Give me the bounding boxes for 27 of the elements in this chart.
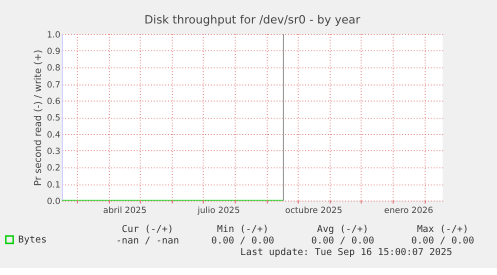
text: 0.00 / 0.00 — [311, 235, 375, 246]
text: 0.00 / 0.00 — [411, 235, 475, 246]
chart-title: Disk throughput for /dev/sr0 - by year — [144, 12, 361, 27]
text: Last update: Tue Sep 16 15:00:07 2025 — [240, 246, 452, 258]
text: Cur (-/+) — [122, 224, 174, 236]
text: -nan / -nan — [116, 235, 180, 246]
y-tick-label: 0.3 — [46, 146, 60, 157]
y-tick-label: 1.0 — [46, 30, 60, 40]
text: Avg (-/+) — [316, 224, 369, 236]
y-tick-label: 0.6 — [46, 97, 60, 108]
legend-label: Bytes — [18, 234, 47, 246]
y-tick-label: 0.4 — [46, 130, 60, 140]
y-tick-label: 0.5 — [46, 114, 60, 124]
y-tick-label: 0.2 — [46, 164, 60, 174]
x-tick-label: enero 2026 — [384, 206, 434, 216]
text: Max (-/+) — [416, 224, 469, 236]
y-tick-label: 0.1 — [46, 180, 60, 190]
x-tick-label: julio 2025 — [196, 206, 240, 216]
y-tick-label: 0.7 — [46, 80, 60, 90]
y-tick-label: 0.9 — [46, 47, 60, 58]
text: 0.00 / 0.00 — [211, 235, 275, 246]
y-tick-label: 0.0 — [46, 196, 60, 207]
text: Min (-/+) — [217, 224, 269, 236]
x-tick-label: abril 2025 — [103, 206, 147, 216]
x-tick-label: octubre 2025 — [285, 206, 342, 216]
y-axis-title: Pr second read (-) / write (+) — [33, 50, 44, 186]
y-tick-label: 0.8 — [46, 64, 60, 74]
